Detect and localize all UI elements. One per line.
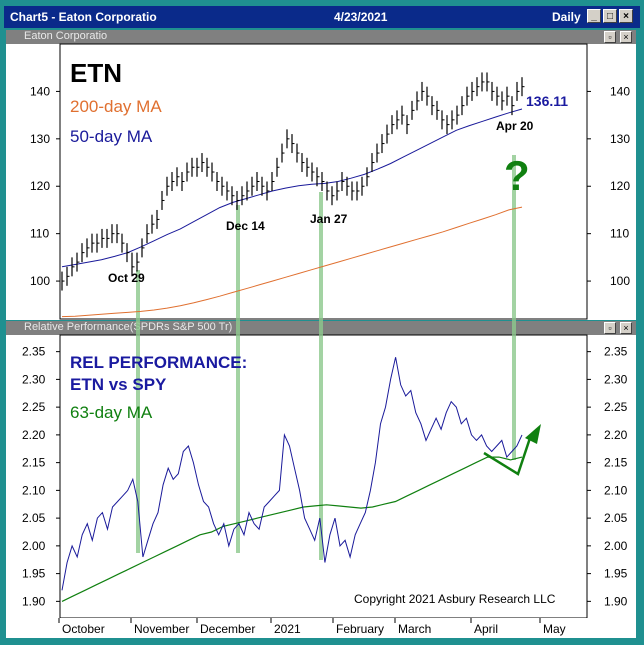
rel-label-left-6: 2.20 [22, 428, 46, 442]
copyright-text: Copyright 2021 Asbury Research LLC [354, 592, 556, 606]
rel-label-right-3: 2.05 [604, 511, 628, 525]
date-label-2: December [200, 622, 255, 636]
highlight-col-3 [512, 155, 516, 460]
price-pane-close-button[interactable]: × [620, 31, 632, 43]
rel-title: REL PERFORMANCE: [70, 353, 247, 372]
annot-oct29: Oct 29 [108, 271, 145, 285]
chart-title: ETN [70, 58, 122, 88]
window-titlebar: Chart5 - Eaton Corporatio 4/23/2021 Dail… [4, 6, 640, 28]
minimize-button[interactable]: _ [587, 9, 601, 23]
rel-label-left-1: 1.95 [22, 567, 46, 581]
maximize-button[interactable]: □ [603, 9, 617, 23]
date-axis-band [6, 618, 636, 638]
rel-subtitle: ETN vs SPY [70, 375, 167, 394]
rel-label-right-8: 2.30 [604, 372, 628, 386]
highlight-columns [136, 155, 516, 560]
arrow-head [525, 424, 541, 444]
rel-label-left-7: 2.25 [22, 400, 46, 414]
date-label-6: April [474, 622, 498, 636]
date-label-0: October [62, 622, 105, 636]
price-label-right-1: 110 [610, 227, 629, 241]
window-title: Chart5 - Eaton Corporatio [10, 10, 157, 24]
ma63-line [61, 456, 523, 602]
date-label-3: 2021 [274, 622, 301, 636]
highlight-col-2 [319, 192, 323, 560]
legend-ma63: 63-day MA [70, 403, 153, 422]
price-label-left-4: 140 [30, 84, 50, 98]
price-pane-header: Eaton Corporatio ▫ × [6, 30, 636, 44]
rel-performance-line [61, 357, 523, 591]
rel-pane-restore-button[interactable]: ▫ [604, 322, 616, 334]
price-bars [61, 72, 525, 291]
price-label-left-1: 110 [30, 227, 49, 241]
rel-label-right-0: 1.90 [604, 594, 628, 608]
price-label-left-2: 120 [30, 179, 50, 193]
legend-ma50: 50-day MA [70, 127, 153, 146]
rel-label-right-1: 1.95 [604, 567, 628, 581]
price-label-right-2: 120 [610, 179, 630, 193]
legend-ma200: 200-day MA [70, 97, 162, 116]
rel-label-right-5: 2.15 [604, 456, 628, 470]
highlight-col-1 [236, 205, 240, 553]
rel-label-left-5: 2.15 [22, 456, 46, 470]
price-label-right-0: 100 [610, 274, 630, 288]
price-plot-frame [59, 43, 588, 320]
price-label-right-4: 140 [610, 84, 630, 98]
last-price-label: 136.11 [526, 93, 568, 109]
ma200-line [61, 206, 523, 318]
rel-label-left-9: 2.35 [22, 345, 46, 359]
rel-label-left-0: 1.90 [22, 594, 46, 608]
date-label-4: February [336, 622, 384, 636]
price-pane-title: Eaton Corporatio [24, 30, 108, 42]
date-label-5: March [398, 622, 431, 636]
annot-apr20: Apr 20 [496, 119, 534, 133]
rel-label-right-6: 2.20 [604, 428, 628, 442]
price-axis-ticks: 100 100 110 110 120 120 130 130 140 140 [30, 84, 630, 288]
price-label-left-0: 100 [30, 274, 50, 288]
rel-label-right-2: 2.00 [604, 539, 628, 553]
checkmark-arrow [483, 424, 541, 476]
rel-pane-title: Relative Performance(SPDRs S&P 500 Tr) [24, 321, 233, 333]
price-label-right-3: 130 [610, 132, 630, 146]
ma50-line [61, 108, 523, 268]
date-label-1: November [134, 622, 189, 636]
rel-label-right-7: 2.25 [604, 400, 628, 414]
window-interval: Daily [552, 10, 581, 24]
close-button[interactable]: × [619, 9, 633, 23]
annot-jan27: Jan 27 [310, 212, 348, 226]
annot-question: ? [504, 152, 530, 199]
rel-axis-ticks: 1.90 1.90 1.95 1.95 2.00 2.00 2.05 2.05 2.10 2.10… [22, 345, 628, 609]
date-axis: October November December 2021 February March… [58, 618, 566, 636]
rel-label-left-8: 2.30 [22, 372, 46, 386]
annot-dec14: Dec 14 [226, 219, 265, 233]
price-pane-restore-button[interactable]: ▫ [604, 31, 616, 43]
rel-pane-close-button[interactable]: × [620, 322, 632, 334]
date-label-7: May [543, 622, 566, 636]
rel-label-left-4: 2.10 [22, 483, 46, 497]
highlight-col-0 [136, 270, 140, 553]
rel-label-right-4: 2.10 [604, 483, 628, 497]
rel-label-left-3: 2.05 [22, 511, 46, 525]
window-date: 4/23/2021 [334, 10, 388, 24]
price-label-left-3: 130 [30, 132, 50, 146]
rel-label-left-2: 2.00 [22, 539, 46, 553]
checkmark-path [483, 437, 532, 476]
rel-label-right-9: 2.35 [604, 345, 628, 359]
